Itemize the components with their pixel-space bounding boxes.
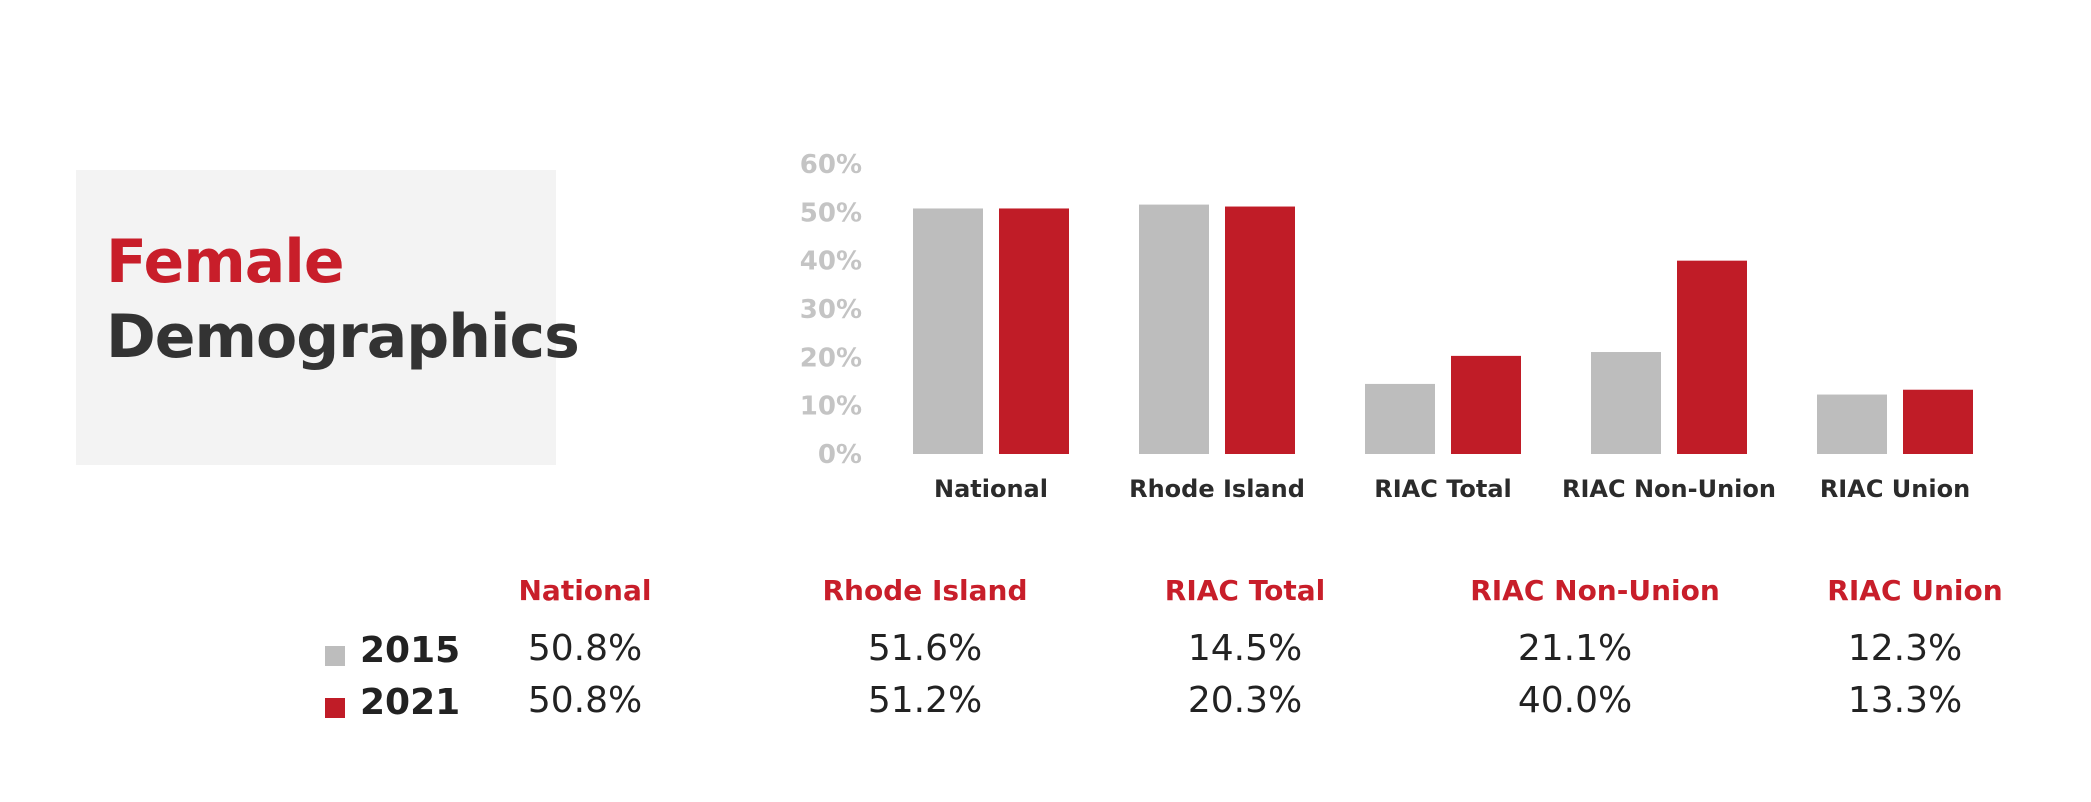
bar-2021 <box>1225 206 1295 454</box>
y-tick-label: 20% <box>800 343 862 373</box>
x-category-label: Rhode Island <box>1129 475 1305 503</box>
legend-swatch-2015 <box>325 646 345 666</box>
table-cell: 20.3% <box>1187 680 1303 721</box>
table-cell: 13.3% <box>1847 680 1963 721</box>
table-cell: 40.0% <box>1517 680 1633 721</box>
y-tick-label: 40% <box>800 247 862 277</box>
title-demographics: Demographics <box>106 302 580 372</box>
y-tick-label: 30% <box>800 295 862 325</box>
legend-year-2021: 2021 <box>360 682 461 723</box>
bar-2021 <box>1677 260 1747 454</box>
y-tick-label: 0% <box>818 440 862 470</box>
title-female: Female <box>106 227 345 297</box>
x-category-label: RIAC Total <box>1374 475 1512 503</box>
table-cell: 51.2% <box>867 680 983 721</box>
table-cell: 12.3% <box>1847 628 1963 669</box>
bar-2015 <box>1817 394 1887 454</box>
y-tick-label: 50% <box>800 198 862 228</box>
legend-swatch-2021 <box>325 698 345 718</box>
table-header-rhode-island: Rhode Island <box>822 574 1028 607</box>
bar-2015 <box>1139 204 1209 454</box>
bar-2015 <box>913 208 983 454</box>
bar-chart: 0% 10% 20% 30% 40% 50% 60% National Rhode Island… <box>800 150 1973 503</box>
table-cell: 50.8% <box>527 628 643 669</box>
bar-2015 <box>1365 383 1435 454</box>
y-tick-label: 60% <box>800 150 862 180</box>
x-category-label: National <box>934 475 1048 503</box>
bar-2021 <box>1451 355 1521 454</box>
table-cell: 51.6% <box>867 628 983 669</box>
bar-2015 <box>1591 352 1661 454</box>
table-cell: 50.8% <box>527 680 643 721</box>
y-tick-label: 10% <box>800 392 862 422</box>
table-cell: 14.5% <box>1187 628 1303 669</box>
table-header-national: National <box>518 574 652 607</box>
x-category-label: RIAC Union <box>1820 475 1970 503</box>
table-header-riac-union: RIAC Union <box>1827 574 2003 607</box>
table-cell: 21.1% <box>1517 628 1633 669</box>
bar-2021 <box>999 208 1069 454</box>
legend-year-2015: 2015 <box>360 630 461 671</box>
table-header-riac-non-union: RIAC Non-Union <box>1470 574 1720 607</box>
table-header-riac-total: RIAC Total <box>1164 574 1326 607</box>
x-category-label: RIAC Non-Union <box>1562 475 1776 503</box>
title-panel: Female Demographics <box>76 170 580 465</box>
bar-2021 <box>1903 389 1973 454</box>
